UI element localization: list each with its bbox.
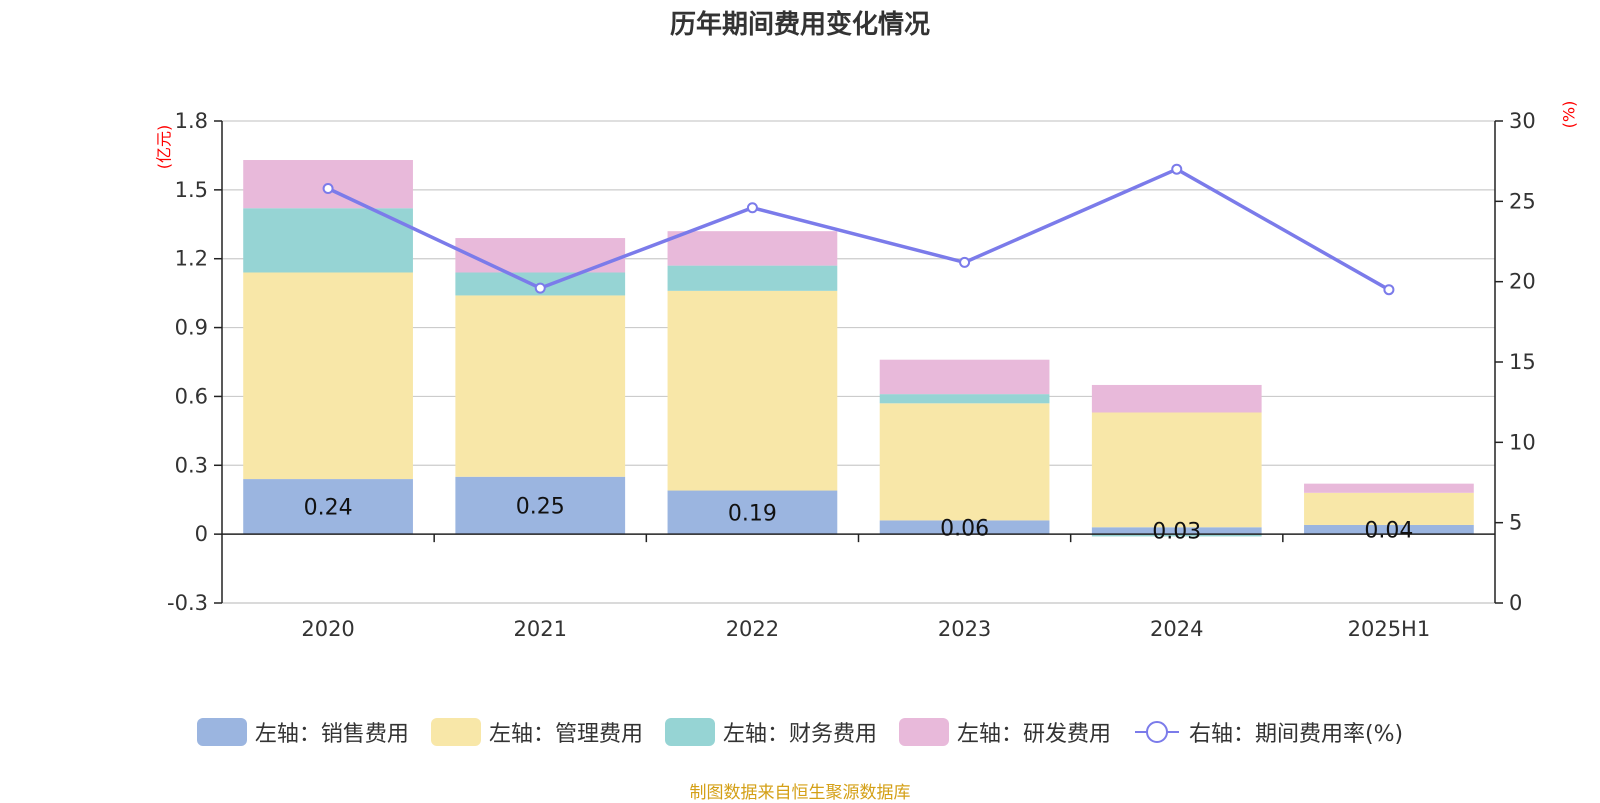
right-axis-tick-label: 10 (1509, 430, 1536, 454)
legend-label-finance: 左轴：财务费用 (722, 722, 877, 747)
legend-label-rd: 左轴：研发费用 (956, 722, 1111, 747)
bar-segment (667, 231, 838, 266)
legend-line-marker-icon (1134, 721, 1179, 743)
x-axis-category-label: 2024 (1150, 617, 1203, 641)
axis-layer: 1.8 1.5 1.2 0.9 0.6 0.3 0 -0.3 30 25 20 15 10 5 0 2020 2… (167, 109, 1536, 641)
bar-segment (1304, 524, 1474, 535)
left-axis-tick-label: -0.3 (167, 591, 208, 615)
label-layer: 0.24 0.25 0.19 0.06 0.03 0.04 (304, 494, 1414, 544)
legend-swatch-admin (430, 718, 481, 746)
right-axis-tick-label: 20 (1509, 270, 1536, 294)
left-axis-tick-label: 1.5 (175, 178, 208, 202)
x-axis-category-label: 2020 (301, 617, 354, 641)
bar-data-label: 0.24 (304, 496, 353, 521)
left-axis-tick-label: 0.6 (175, 384, 208, 408)
chart-plot: 1.8 1.5 1.2 0.9 0.6 0.3 0 -0.3 30 25 20 15 10 5 0 2020 2… (167, 109, 1536, 641)
bar-segment (243, 479, 413, 535)
expense-rate-point (1383, 284, 1395, 296)
legend-swatch-finance (664, 718, 715, 746)
right-axis-tick-label: 0 (1509, 591, 1522, 615)
left-axis-tick-label: 0 (195, 522, 208, 546)
legend-item-rd[interactable]: 左轴：研发费用 (898, 716, 1111, 748)
bar-segment (455, 476, 626, 535)
bar-data-label: 0.03 (1152, 520, 1201, 545)
bar-data-label: 0.19 (728, 501, 777, 526)
bar-segment (667, 290, 838, 491)
bar-segment (1304, 492, 1474, 525)
legend-item-finance[interactable]: 左轴：财务费用 (664, 716, 877, 748)
bar-data-label: 0.06 (940, 516, 989, 541)
source-note: 制图数据来自恒生聚源数据库 (689, 783, 911, 803)
legend-swatch-rd (898, 718, 949, 746)
right-axis-tick-label: 15 (1509, 350, 1536, 374)
left-axis-tick-label: 1.8 (175, 109, 208, 133)
legend-label-expense-rate: 右轴：期间费用率(%) (1188, 722, 1404, 747)
bar-data-label: 0.25 (516, 494, 565, 519)
bar-segment (1304, 483, 1474, 493)
bar-data-label: 0.04 (1364, 519, 1413, 544)
expense-rate-point (1171, 163, 1183, 175)
line-layer (322, 163, 1395, 296)
legend-item-admin[interactable]: 左轴：管理费用 (430, 716, 643, 748)
legend-item-sales[interactable]: 左轴：销售费用 (196, 716, 409, 748)
x-axis-category-label: 2025H1 (1348, 617, 1431, 641)
bar-segment (455, 295, 626, 477)
bar-segment (667, 490, 838, 535)
bar-segment (1091, 534, 1262, 537)
bar-segment (1091, 412, 1262, 528)
bar-segment (243, 208, 413, 273)
legend-item-expense-rate[interactable]: 右轴：期间费用率(%) (1133, 716, 1403, 748)
bar-segment (879, 394, 1050, 404)
legend-label-sales: 左轴：销售费用 (254, 722, 409, 747)
left-axis-tick-label: 1.2 (175, 247, 208, 271)
left-axis-tick-label: 0.9 (175, 316, 208, 340)
bar-segment (667, 265, 838, 291)
expense-rate-point (322, 182, 334, 194)
bar-segment (879, 520, 1050, 535)
bar-segment (1091, 384, 1262, 413)
x-axis-category-label: 2023 (938, 617, 991, 641)
expense-rate-point (534, 282, 546, 294)
left-axis-tick-label: 0.3 (175, 453, 208, 477)
expense-rate-point (746, 202, 758, 214)
x-axis-category-label: 2022 (726, 617, 779, 641)
bar-segment (1091, 527, 1262, 535)
legend: 左轴：销售费用 左轴：管理费用 左轴：财务费用 左轴：研发费用 右轴：期间费用率… (0, 716, 1600, 748)
chart-title: 历年期间费用变化情况 (669, 10, 930, 40)
right-axis-tick-label: 25 (1509, 189, 1536, 213)
bar-layer (243, 160, 1474, 537)
right-axis-tick-label: 30 (1509, 109, 1536, 133)
expense-rate-line (327, 167, 1390, 292)
bar-segment (879, 403, 1050, 521)
x-axis-category-label: 2021 (514, 617, 567, 641)
bar-segment (879, 359, 1050, 395)
legend-swatch-sales (196, 718, 247, 746)
bar-segment (243, 272, 413, 480)
expense-rate-point (959, 256, 971, 268)
right-axis-tick-label: 5 (1509, 511, 1522, 535)
legend-label-admin: 左轴：管理费用 (488, 722, 643, 747)
